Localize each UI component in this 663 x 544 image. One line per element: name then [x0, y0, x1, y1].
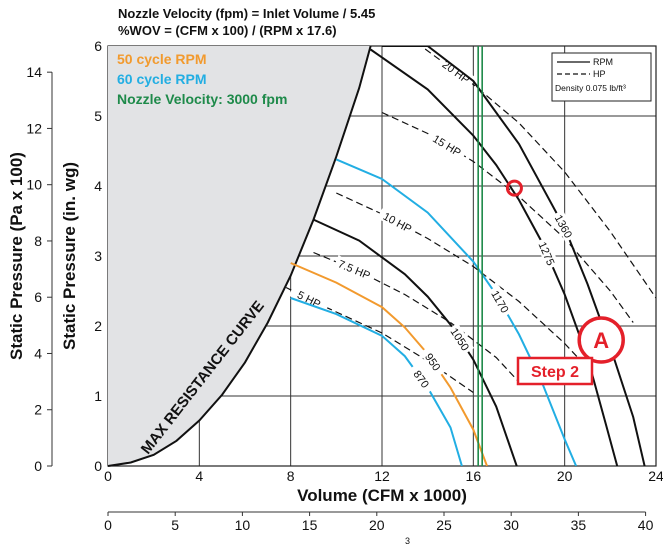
- x-tick-label: 8: [287, 468, 295, 484]
- x2-tick-label: 35: [571, 517, 587, 533]
- formula-nozzle-velocity: Nozzle Velocity (fpm) = Inlet Volume / 5…: [118, 6, 376, 21]
- y-tick-label: 0: [94, 458, 102, 474]
- x2-axis-label-fragment: 3: [405, 536, 410, 544]
- rpm-label-bg: [419, 345, 448, 378]
- rpm-curve-label: 1360: [552, 213, 574, 240]
- markers: A Step 2: [505, 179, 625, 386]
- x-tick-label: 24: [648, 468, 663, 484]
- x-axis-label: Volume (CFM x 1000): [297, 486, 467, 505]
- rpm-curve-label: 1275: [536, 240, 557, 267]
- y-tick-label: 5: [94, 108, 102, 124]
- y-tick-label: 4: [94, 178, 102, 194]
- legend-density-label: Density 0.075 lb/ft³: [555, 83, 626, 93]
- x2-tick-label: 20: [369, 517, 385, 533]
- nozzle-velocity-lines: [477, 46, 483, 466]
- hp-label-bg: [377, 206, 419, 238]
- y2-tick-label: 8: [34, 233, 42, 249]
- y2-tick-label: 2: [34, 402, 42, 418]
- x-tick-label: 0: [104, 468, 112, 484]
- rpm-curve: [335, 158, 578, 466]
- hp-label-bg: [426, 128, 468, 161]
- hp-label-bg: [436, 54, 477, 89]
- x2-tick-label: 5: [171, 517, 179, 533]
- rpm-curve: [313, 218, 518, 466]
- legend-nozzle-velocity: Nozzle Velocity: 3000 fpm: [117, 91, 287, 107]
- operating-point-marker: [505, 179, 523, 197]
- rpm-label-bg: [487, 285, 514, 318]
- y-axis-label: Static Pressure (in. wg): [60, 162, 79, 350]
- hp-curve: [381, 111, 634, 323]
- legend-box: [551, 52, 652, 102]
- step-2-label: Step 2: [531, 364, 579, 381]
- x2-tick-label: 40: [638, 517, 654, 533]
- rpm-label-bg: [407, 362, 436, 395]
- x2-tick-label: 10: [235, 517, 251, 533]
- formula-wov: %WOV = (CFM x 100) / (RPM x 17.6): [118, 23, 337, 38]
- x2-tick-label: 25: [436, 517, 452, 533]
- marker-a-circle: [577, 316, 625, 364]
- x-tick-label: 20: [557, 468, 573, 484]
- legend-rpm-label: RPM: [593, 57, 613, 67]
- x-tick-label: 16: [466, 468, 482, 484]
- y2-tick-label: 14: [26, 64, 42, 80]
- rpm-curve: [370, 48, 619, 466]
- y2-tick-label: 4: [34, 345, 42, 361]
- rpm-label-bg: [551, 209, 578, 243]
- y2-tick-label: 10: [26, 177, 42, 193]
- hp-label-bg: [333, 255, 376, 283]
- x2-tick-label: 15: [302, 517, 318, 533]
- marker-a-label: A: [593, 328, 609, 353]
- rpm-label-bg: [535, 236, 560, 270]
- hp-label-bg: [288, 283, 331, 314]
- y2-tick-label: 0: [34, 458, 42, 474]
- hp-curve: [313, 251, 520, 383]
- rpm-label-bg: [446, 322, 475, 356]
- legend: 50 cycle RPM 60 cycle RPM Nozzle Velocity:…: [117, 51, 652, 107]
- legend-hp-label: HP: [593, 69, 606, 79]
- y2-axis-label: Static Pressure (Pa x 100): [7, 152, 26, 360]
- rpm-curve: [290, 297, 463, 466]
- step-2-box: [516, 356, 594, 386]
- y2-tick-label: 12: [26, 120, 42, 136]
- y-tick-label: 1: [94, 388, 102, 404]
- max-resistance-curve: [107, 45, 372, 467]
- y2-tick-label: 6: [34, 289, 42, 305]
- legend-50-cycle: 50 cycle RPM: [117, 51, 207, 67]
- y-tick-label: 2: [94, 318, 102, 334]
- rpm-curve: [290, 262, 488, 466]
- x-tick-label: 12: [374, 468, 390, 484]
- max-resistance-fill: [108, 46, 371, 466]
- x2-tick-label: 0: [104, 517, 112, 533]
- x2-tick-label: 30: [503, 517, 519, 533]
- y-tick-label: 6: [94, 38, 102, 54]
- y-tick-label: 3: [94, 248, 102, 264]
- legend-60-cycle: 60 cycle RPM: [117, 71, 207, 87]
- x-tick-label: 4: [195, 468, 203, 484]
